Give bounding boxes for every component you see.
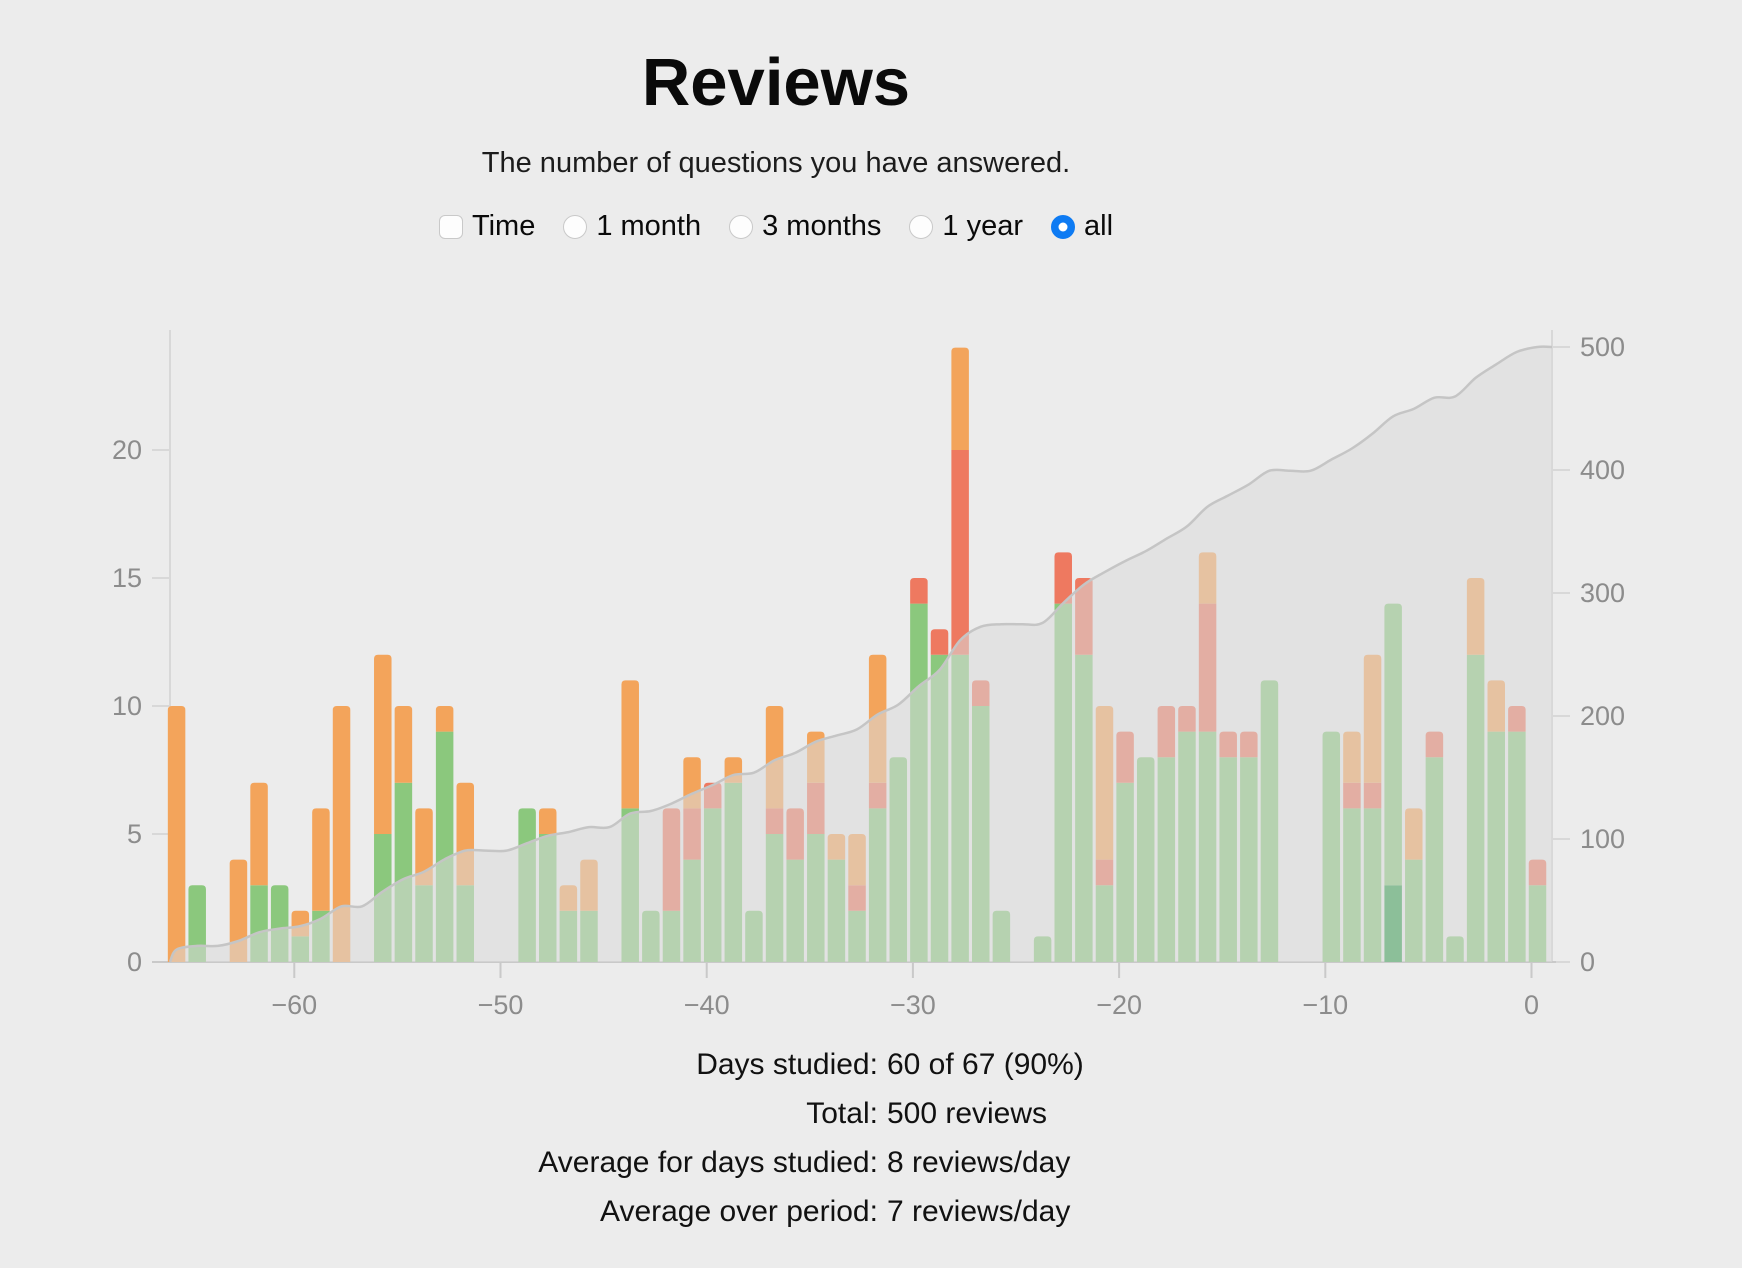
cumulative-area	[170, 346, 1552, 963]
y-right-tick-label: 200	[1580, 701, 1625, 731]
option-label-time[interactable]: Time	[471, 210, 536, 242]
bar-day--44-learn[interactable]	[621, 680, 639, 809]
y-right-tick-label: 0	[1580, 947, 1595, 977]
y-left-tick-label: 15	[112, 563, 142, 593]
y-left-tick-label: 0	[127, 947, 142, 977]
y-left-tick-label: 10	[112, 691, 142, 721]
time-checkbox-option[interactable]: Time	[438, 210, 536, 243]
stats-summary: Days studied: 60 of 67 (90%) Total: 500 rev…	[0, 1040, 1742, 1236]
stats-label: Average over period:	[599, 1195, 878, 1228]
bar-day--23-relearn[interactable]	[1054, 552, 1072, 604]
stats-value: 500 reviews	[886, 1097, 1048, 1130]
bar-day--28-relearn[interactable]	[951, 450, 969, 655]
stats-row-3: Average over period: 7 reviews/day	[0, 1187, 1742, 1236]
bar-day--56-learn[interactable]	[374, 654, 392, 834]
y-right-tick-label: 100	[1580, 824, 1625, 854]
x-tick-label: −20	[1096, 990, 1142, 1020]
bar-day--58-learn[interactable]	[332, 706, 351, 962]
radio-3-months[interactable]	[729, 214, 754, 239]
x-tick-label: −60	[271, 990, 317, 1020]
stats-label: Total:	[806, 1097, 878, 1130]
option-label-1-year[interactable]: 1 year	[942, 210, 1024, 242]
bar-day--29-relearn[interactable]	[930, 629, 949, 655]
y-right-tick-label: 300	[1580, 578, 1625, 608]
option-label-all[interactable]: all	[1084, 210, 1114, 242]
bar-day--54-learn[interactable]	[415, 808, 433, 886]
time-checkbox[interactable]	[438, 214, 463, 239]
bar-day--55-learn[interactable]	[394, 706, 413, 783]
period-radio-all[interactable]: all	[1051, 210, 1113, 243]
bar-day--66-learn[interactable]	[167, 706, 186, 962]
bar-day--48-learn[interactable]	[538, 808, 557, 834]
stats-value: 60 of 67 (90%)	[886, 1048, 1084, 1081]
bar-day--65-young[interactable]	[188, 885, 206, 962]
x-tick-label: −30	[890, 990, 936, 1020]
stats-row-0: Days studied: 60 of 67 (90%)	[0, 1040, 1742, 1089]
page-subtitle: The number of questions you have answere…	[481, 147, 1071, 179]
bar-day--62-learn[interactable]	[250, 782, 268, 886]
x-tick-label: −40	[684, 990, 730, 1020]
page-header: Reviews The number of questions you have…	[0, 0, 1552, 243]
bar-day--28-learn[interactable]	[951, 347, 969, 450]
y-left-tick-label: 5	[127, 819, 142, 849]
y-right-tick-label: 400	[1580, 455, 1625, 485]
stats-label: Average for days studied:	[538, 1146, 878, 1179]
bar-day--59-learn[interactable]	[312, 808, 330, 911]
bar-day--30-relearn[interactable]	[910, 578, 928, 604]
option-label-3-months[interactable]: 3 months	[762, 210, 882, 242]
cumulative-line	[168, 345, 1553, 963]
page-title: Reviews	[641, 45, 911, 120]
option-label-1-month[interactable]: 1 month	[596, 210, 702, 242]
stats-value: 8 reviews/day	[886, 1146, 1071, 1179]
y-left-tick-label: 20	[112, 435, 142, 465]
stats-row-2: Average for days studied: 8 reviews/day	[0, 1138, 1742, 1187]
radio-1-month[interactable]	[563, 214, 588, 239]
x-tick-label: −50	[478, 990, 524, 1020]
radio-1-year[interactable]	[909, 214, 934, 239]
period-controls: Time 1 month 3 months 1 year all	[0, 210, 1552, 243]
stats-label: Days studied:	[696, 1048, 878, 1081]
period-radio-1-year[interactable]: 1 year	[909, 210, 1023, 243]
stats-value: 7 reviews/day	[886, 1195, 1071, 1228]
bar-day--63-learn[interactable]	[229, 859, 248, 962]
stats-row-1: Total: 500 reviews	[0, 1089, 1742, 1138]
radio-all-selected[interactable]	[1051, 214, 1076, 239]
x-tick-label: 0	[1524, 990, 1539, 1020]
x-tick-label: −10	[1302, 990, 1348, 1020]
period-radio-1-month[interactable]: 1 month	[563, 210, 701, 243]
y-right-tick-label: 500	[1580, 332, 1625, 362]
period-radio-3-months[interactable]: 3 months	[729, 210, 881, 243]
bar-day--53-learn[interactable]	[435, 706, 454, 732]
